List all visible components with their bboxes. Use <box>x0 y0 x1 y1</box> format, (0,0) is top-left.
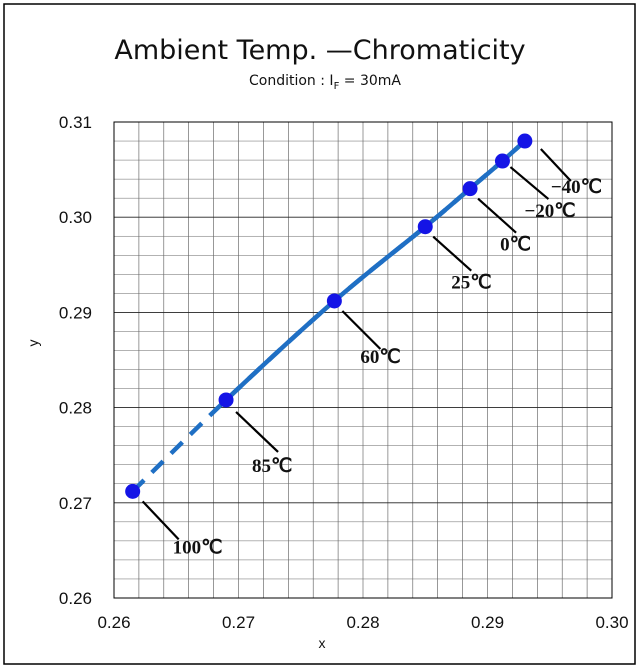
data-point <box>494 153 510 169</box>
point-label: 0℃ <box>500 235 531 256</box>
x-tick-label: 0.26 <box>97 613 130 632</box>
x-tick-label: 0.30 <box>595 613 628 632</box>
y-tick-label: 0.27 <box>59 494 92 513</box>
x-tick-label: 0.28 <box>346 613 379 632</box>
point-label: −20℃ <box>524 201 575 222</box>
point-label: 100℃ <box>173 537 223 558</box>
x-tick-label: 0.29 <box>471 613 504 632</box>
data-point <box>218 392 234 408</box>
point-label: −40℃ <box>551 177 602 198</box>
data-series <box>125 133 533 499</box>
x-tick-labels: 0.26 0.27 0.28 0.29 0.30 <box>97 613 628 632</box>
annotations: 100℃ 85℃ 60℃ 25℃ 0℃ −20℃ −40℃ <box>141 148 602 558</box>
y-tick-label: 0.31 <box>59 113 92 132</box>
data-point <box>462 181 478 197</box>
leader-line <box>432 235 472 272</box>
chart-border <box>3 3 636 665</box>
leader-line <box>341 310 382 350</box>
y-tick-label: 0.30 <box>59 208 92 227</box>
y-tick-label: 0.29 <box>59 303 92 322</box>
leader-line <box>235 411 279 453</box>
chart-subtitle: Condition : IF = 30mA <box>249 73 401 92</box>
data-point <box>417 219 433 235</box>
leader-line <box>477 197 517 234</box>
leader-line <box>509 166 550 200</box>
data-point <box>517 133 533 149</box>
chart-title: Ambient Temp. —Chromaticity <box>114 35 525 66</box>
y-tick-label: 0.26 <box>59 589 92 608</box>
subtitle-suffix: = 30mA <box>339 73 401 89</box>
subtitle-subscript: F <box>334 81 340 92</box>
point-label: 85℃ <box>252 456 292 477</box>
point-label: 60℃ <box>360 347 400 368</box>
plot-area <box>113 121 613 599</box>
leader-line <box>141 500 180 541</box>
y-tick-label: 0.28 <box>59 399 92 418</box>
y-axis-label: y <box>25 340 41 347</box>
y-tick-labels: 0.26 0.27 0.28 0.29 0.30 0.31 <box>59 113 92 608</box>
subtitle-prefix: Condition : I <box>249 73 334 89</box>
x-tick-label: 0.27 <box>222 613 255 632</box>
data-point <box>326 293 342 309</box>
point-label: 25℃ <box>451 273 491 294</box>
leader-line <box>540 148 572 182</box>
data-point <box>125 483 141 499</box>
x-axis-label: x <box>319 635 326 651</box>
